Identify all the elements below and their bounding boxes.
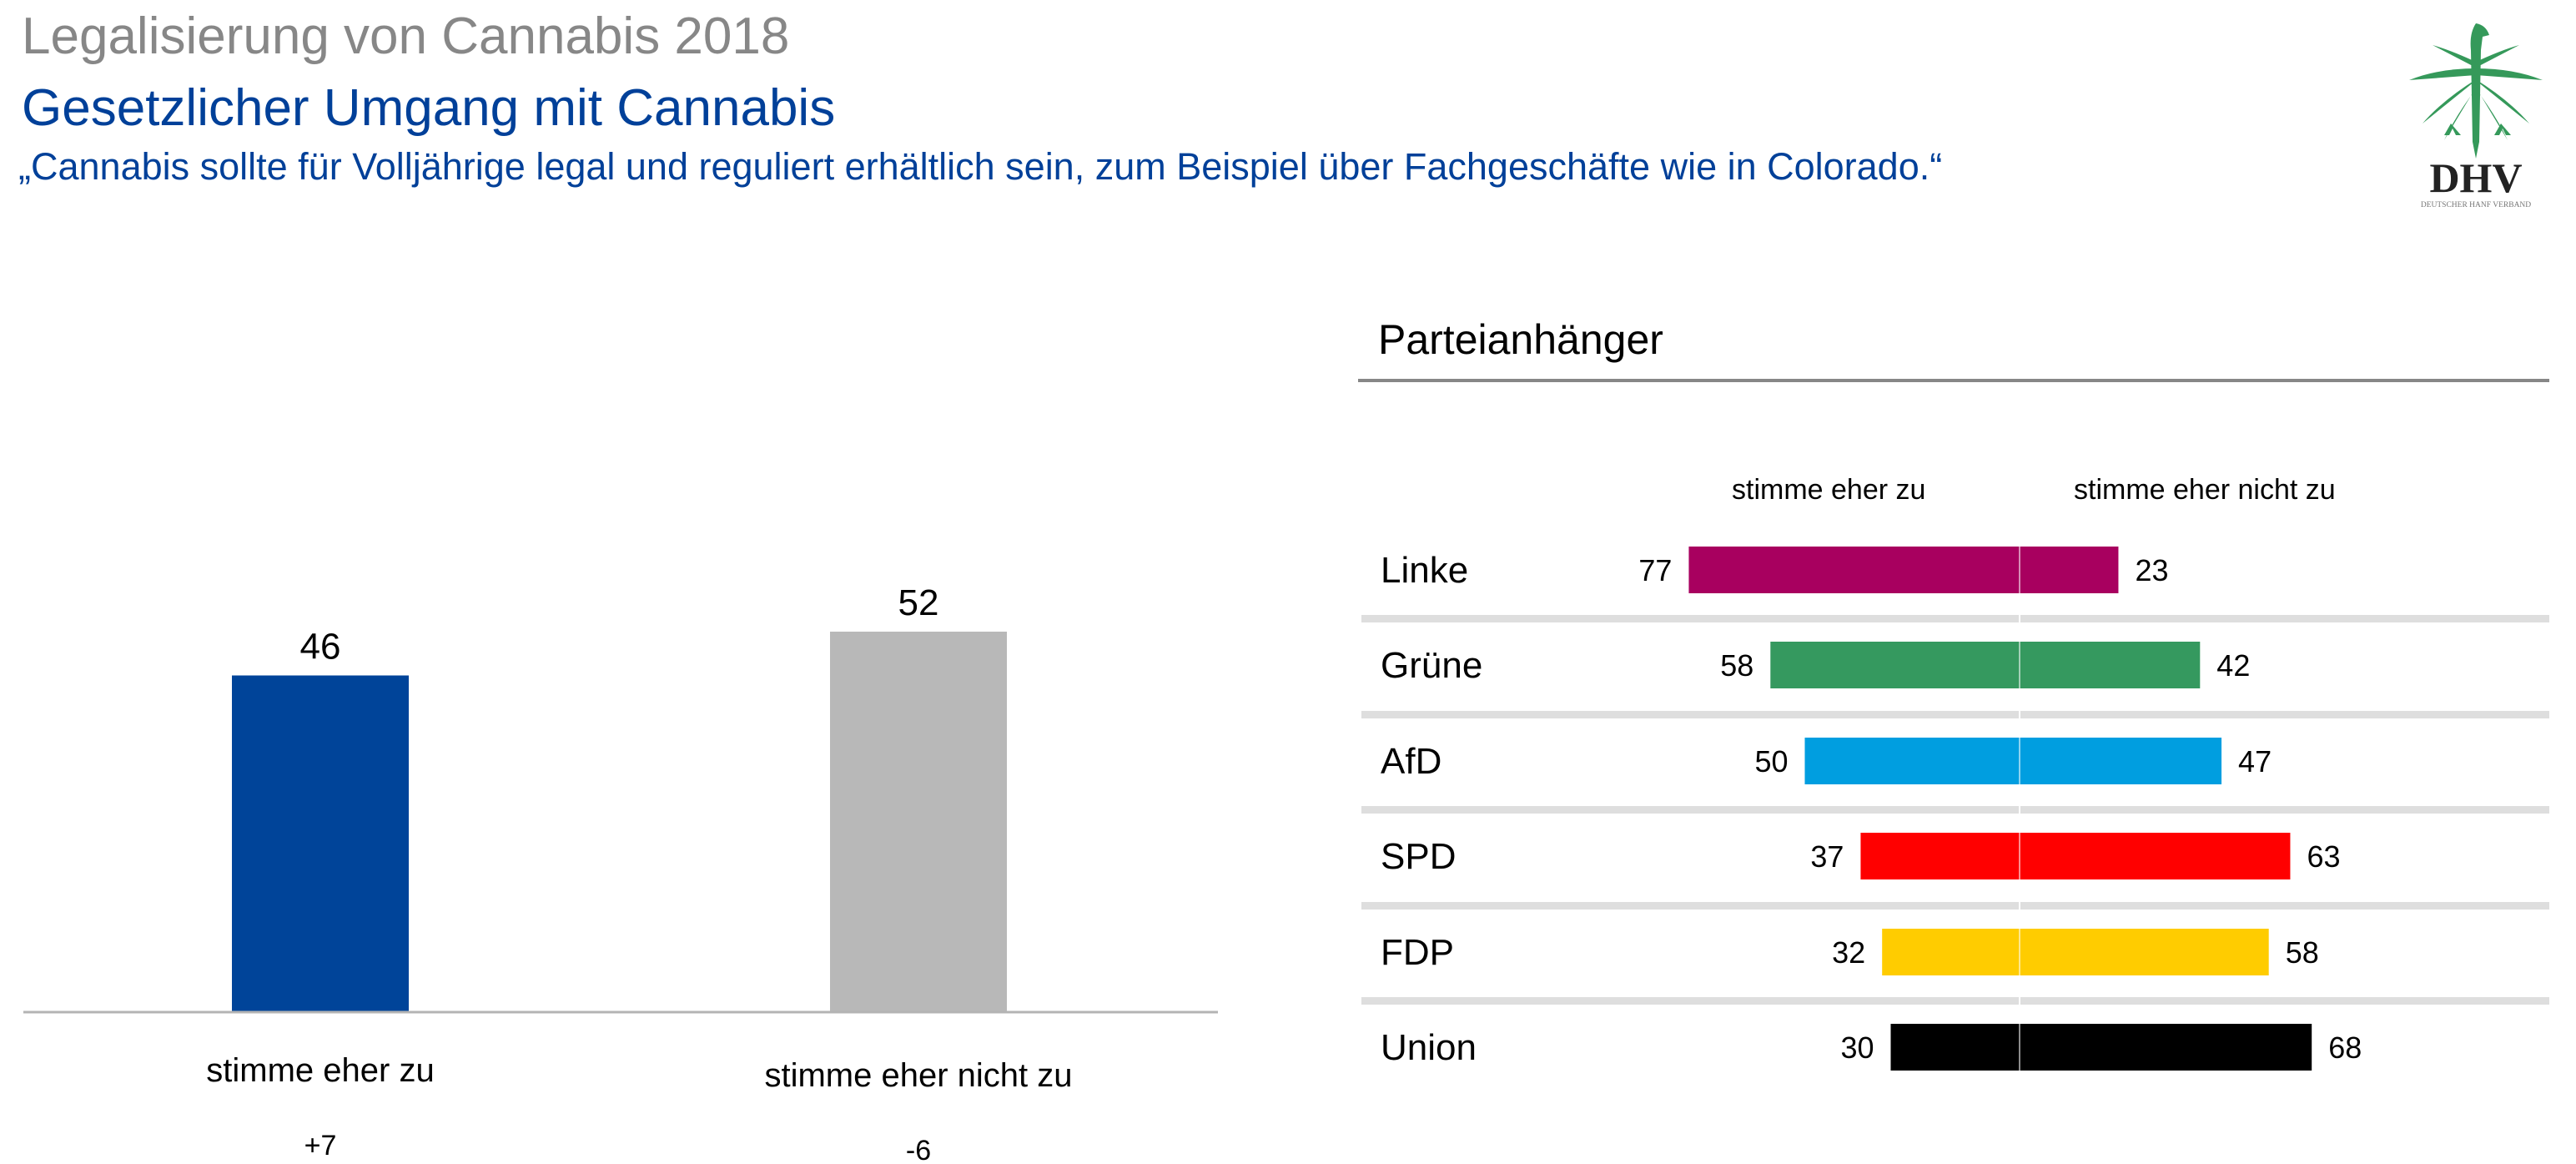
page-title: Legalisierung von Cannabis 2018 (22, 8, 790, 65)
party-label: Union (1381, 1027, 1477, 1068)
dhv-logo: DHV DEUTSCHER HANF VERBAND (2392, 17, 2559, 213)
party-label: SPD (1381, 836, 1456, 877)
row-separator (1361, 615, 2549, 622)
logo-name: DEUTSCHER HANF VERBAND (2421, 201, 2531, 209)
change-label: -6 (906, 1135, 931, 1164)
bar-agree (1890, 1024, 2020, 1071)
value-label-disagree: 58 (2286, 935, 2319, 970)
bar-value-label: 46 (300, 627, 341, 668)
value-label-disagree: 63 (2307, 839, 2340, 874)
bar-disagree (2020, 833, 2291, 879)
value-label-agree: 50 (1754, 744, 1788, 779)
bar-disagree (2020, 547, 2119, 593)
category-label: stimme eher nicht zu (764, 1057, 1072, 1094)
value-label-agree: 32 (1832, 935, 1865, 970)
party-chart-title-rule (1358, 379, 2549, 382)
value-label-agree: 58 (1720, 648, 1753, 683)
bar-agree (232, 675, 409, 1011)
party-chart-title: Parteianhänger (1378, 316, 1663, 363)
bar-disagree (2020, 1024, 2312, 1071)
logo-acronym: DHV (2429, 154, 2522, 201)
bar-disagree (2020, 929, 2269, 975)
value-label-disagree: 47 (2238, 744, 2272, 779)
bar-value-label: 52 (898, 582, 939, 623)
value-label-disagree: 23 (2135, 553, 2168, 587)
survey-statement: „Cannabis sollte für Volljährige legal u… (18, 145, 1943, 188)
column-header-disagree: stimme eher nicht zu (2074, 474, 2336, 506)
cannabis-eagle-icon: DHV DEUTSCHER HANF VERBAND (2409, 23, 2543, 209)
bar-agree (1860, 833, 2020, 879)
bar-agree (1688, 547, 2020, 593)
bar-disagree (2020, 738, 2222, 784)
row-separator (1361, 902, 2549, 910)
value-label-agree: 37 (1810, 839, 1844, 874)
value-label-agree: 77 (1638, 553, 1672, 587)
row-separator (1361, 711, 2549, 718)
category-label: stimme eher zu (206, 1052, 434, 1089)
party-label: FDP (1381, 932, 1454, 973)
value-label-disagree: 68 (2328, 1030, 2362, 1065)
bar-disagree (830, 632, 1007, 1011)
bar-agree (1804, 738, 2020, 784)
bar-agree (1770, 642, 2020, 688)
value-label-agree: 30 (1840, 1030, 1874, 1065)
row-separator (1361, 997, 2549, 1005)
page-subtitle: Gesetzlicher Umgang mit Cannabis (22, 79, 836, 137)
change-label: +7 (304, 1130, 337, 1161)
bar-disagree (2020, 642, 2201, 688)
party-label: AfD (1381, 741, 1441, 782)
row-separator (1361, 806, 2549, 814)
value-label-disagree: 42 (2216, 648, 2250, 683)
party-label: Linke (1381, 550, 1468, 591)
column-header-agree: stimme eher zu (1732, 474, 1926, 506)
party-label: Grüne (1381, 645, 1482, 686)
overall-bar-chart: 46 stimme eher zu +7 52 stimme eher nicht zu… (23, 582, 1218, 1164)
bar-agree (1882, 929, 2020, 975)
